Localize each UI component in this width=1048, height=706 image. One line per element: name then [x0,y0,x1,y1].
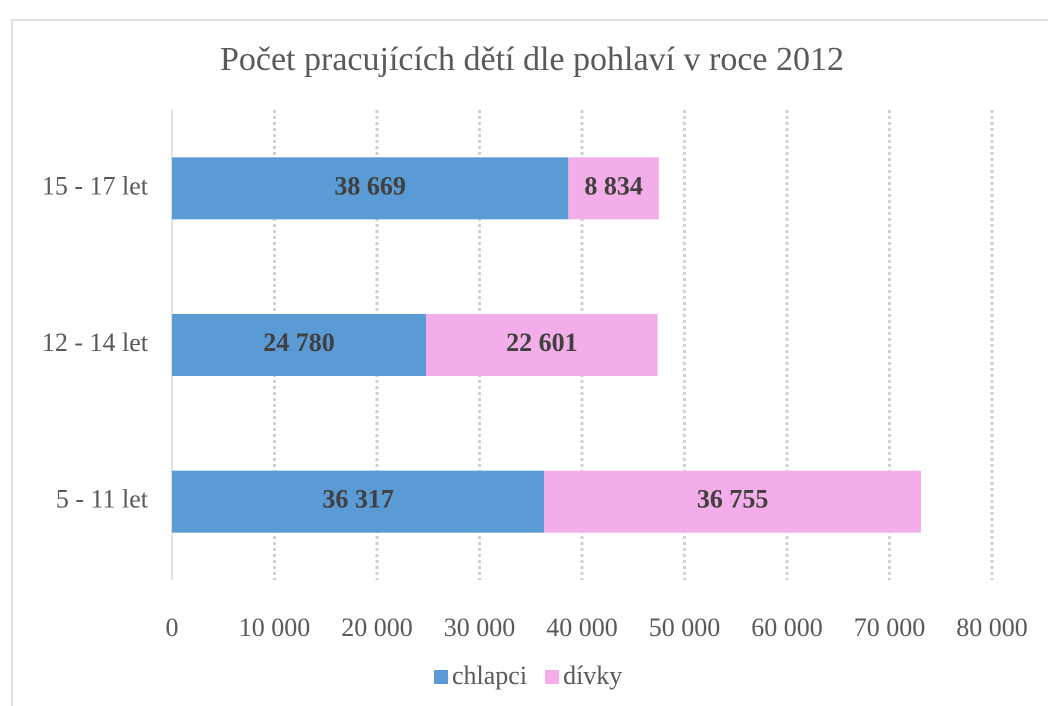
bar-segment [425,314,658,376]
y-tick-label: 5 - 11 let [56,485,149,514]
x-tick-label: 10 000 [239,613,311,642]
x-tick-label: 50 000 [649,613,721,642]
legend-label: dívky [563,661,622,690]
x-tick-label: 40 000 [546,613,618,642]
data-label: 24 780 [263,328,335,357]
data-label: 22 601 [506,328,578,357]
bar-segment [172,470,545,533]
x-tick-label: 20 000 [341,613,413,642]
bar-segment [172,157,569,220]
x-tick-label: 30 000 [444,613,516,642]
data-label: 36 755 [697,485,769,514]
legend-label: chlapci [452,661,527,690]
bar-segment [568,157,659,220]
bar-segment [172,314,426,376]
x-tick-label: 60 000 [751,613,823,642]
data-label: 36 317 [322,485,394,514]
x-tick-label: 80 000 [956,613,1028,642]
x-tick-label: 70 000 [854,613,926,642]
legend-swatch [545,670,560,684]
bar-segment [544,470,921,533]
data-label: 8 834 [584,171,643,200]
y-tick-label: 15 - 17 let [42,171,149,200]
y-tick-label: 12 - 14 let [42,328,149,357]
data-label: 38 669 [334,171,406,200]
chart-title: Počet pracujících dětí dle pohlaví v roc… [220,41,844,78]
x-tick-label: 0 [166,613,179,642]
legend-swatch [434,670,448,684]
